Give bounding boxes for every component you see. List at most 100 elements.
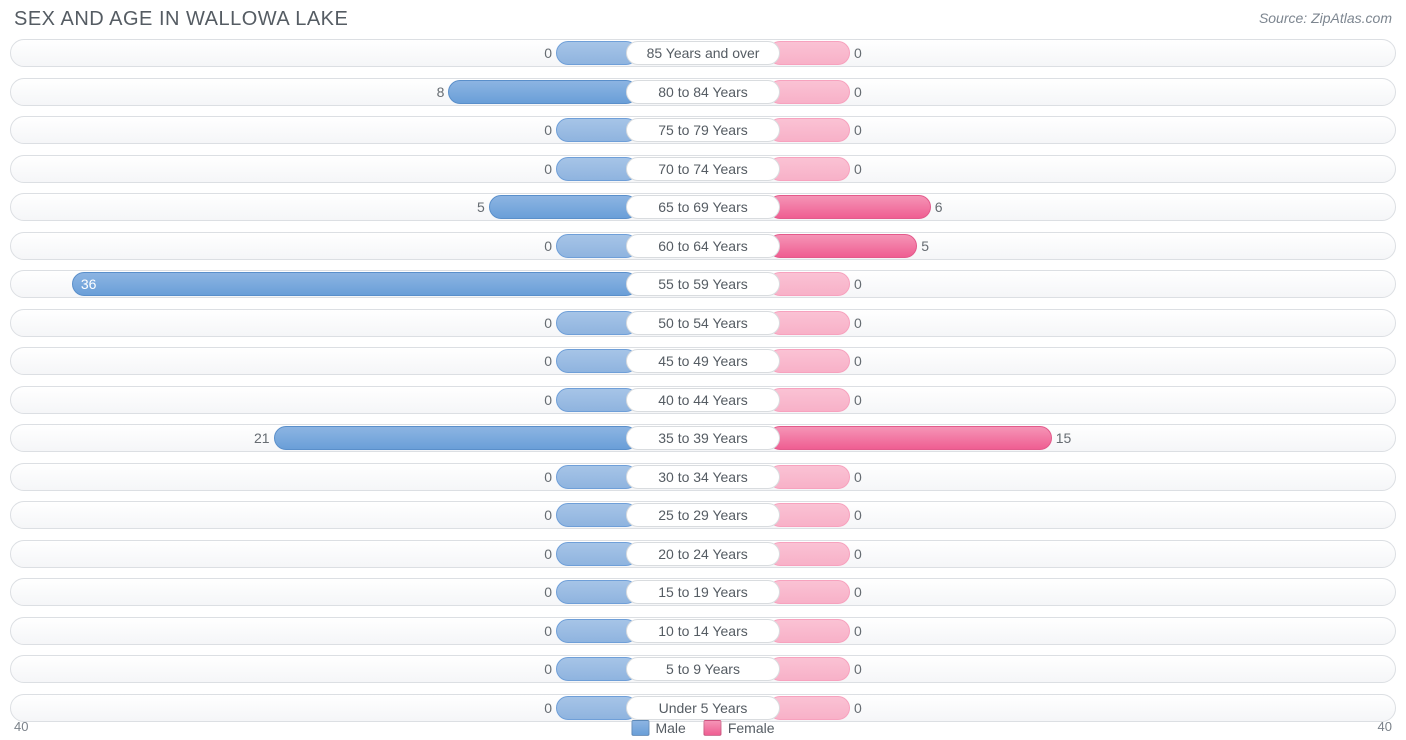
male-half: 0: [20, 311, 638, 335]
female-bar: [768, 118, 850, 142]
female-value: 0: [854, 161, 862, 177]
female-half: 15: [768, 426, 1386, 450]
female-bar: [768, 388, 850, 412]
male-bar: [489, 195, 638, 219]
female-value: 0: [854, 122, 862, 138]
age-group-label: 35 to 39 Years: [626, 426, 780, 450]
male-value: 0: [544, 469, 552, 485]
female-bar: [768, 657, 850, 681]
female-half: 0: [768, 503, 1386, 527]
female-value: 0: [854, 546, 862, 562]
age-group-label: 40 to 44 Years: [626, 388, 780, 412]
male-half: 5: [20, 195, 638, 219]
male-half: 0: [20, 118, 638, 142]
male-value: 8: [437, 84, 445, 100]
male-value: 0: [544, 353, 552, 369]
male-half: 0: [20, 503, 638, 527]
female-value: 0: [854, 84, 862, 100]
female-value: 0: [854, 507, 862, 523]
male-value: 21: [254, 430, 270, 446]
male-half: 0: [20, 465, 638, 489]
female-value: 0: [854, 315, 862, 331]
male-swatch-icon: [631, 720, 649, 736]
female-bar: [768, 696, 850, 720]
male-value: 0: [544, 392, 552, 408]
male-value: 5: [477, 199, 485, 215]
pyramid-row: 0045 to 49 Years: [10, 344, 1396, 378]
female-bar: [768, 157, 850, 181]
pyramid-row: 0015 to 19 Years: [10, 575, 1396, 609]
male-half: 0: [20, 619, 638, 643]
female-value: 0: [854, 45, 862, 61]
male-half: 21: [20, 426, 638, 450]
male-half: 0: [20, 388, 638, 412]
female-bar: [768, 41, 850, 65]
male-half: 0: [20, 41, 638, 65]
female-value: 0: [854, 584, 862, 600]
female-bar: [768, 580, 850, 604]
female-half: 0: [768, 118, 1386, 142]
chart-legend: Male Female: [631, 720, 774, 736]
legend-male: Male: [631, 720, 685, 736]
female-bar: [768, 349, 850, 373]
male-half: 0: [20, 349, 638, 373]
female-value: 0: [854, 392, 862, 408]
male-half: 8: [20, 80, 638, 104]
female-half: 0: [768, 41, 1386, 65]
female-half: 0: [768, 580, 1386, 604]
age-group-label: 60 to 64 Years: [626, 234, 780, 258]
female-value: 0: [854, 700, 862, 716]
female-half: 0: [768, 619, 1386, 643]
axis-max-right: 40: [1378, 719, 1392, 734]
female-half: 0: [768, 349, 1386, 373]
chart-title: SEX AND AGE IN WALLOWA LAKE: [14, 8, 348, 31]
pyramid-row: 0 0 Under 5 Years: [10, 691, 1396, 725]
pyramid-row: 0025 to 29 Years: [10, 498, 1396, 532]
female-value: 0: [854, 623, 862, 639]
female-value: 15: [1056, 430, 1072, 446]
female-half: 0: [768, 388, 1386, 412]
pyramid-row: 21 15 35 to 39 Years: [10, 421, 1396, 455]
pyramid-row: 0 0 20 to 24 Years: [10, 537, 1396, 571]
male-value: 0: [544, 584, 552, 600]
pyramid-row: 0085 Years and over: [10, 36, 1396, 70]
age-group-label: 5 to 9 Years: [626, 657, 780, 681]
population-pyramid-chart: SEX AND AGE IN WALLOWA LAKE Source: ZipA…: [0, 0, 1406, 740]
female-bar: [768, 272, 850, 296]
pyramid-row: 36055 to 59 Years: [10, 267, 1396, 301]
female-bar: [768, 465, 850, 489]
age-group-label: 20 to 24 Years: [626, 542, 780, 566]
female-half: 0: [768, 657, 1386, 681]
female-bar: [768, 311, 850, 335]
female-value: 6: [935, 199, 943, 215]
male-value: 0: [544, 700, 552, 716]
male-half: 36: [20, 272, 638, 296]
male-value: 0: [544, 661, 552, 677]
male-bar: 36: [72, 272, 638, 296]
female-value: 5: [921, 238, 929, 254]
chart-rows: 0085 Years and over8080 to 84 Years0075 …: [10, 36, 1396, 729]
female-half: 0: [768, 272, 1386, 296]
male-value: 0: [544, 238, 552, 254]
male-bar: [274, 426, 638, 450]
male-half: 0: [20, 157, 638, 181]
female-half: 5: [768, 234, 1386, 258]
age-group-label: 30 to 34 Years: [626, 465, 780, 489]
age-group-label: 10 to 14 Years: [626, 619, 780, 643]
pyramid-row: 0050 to 54 Years: [10, 306, 1396, 340]
male-value: 0: [544, 161, 552, 177]
male-value: 0: [544, 546, 552, 562]
age-group-label: Under 5 Years: [626, 696, 780, 720]
pyramid-row: 8080 to 84 Years: [10, 75, 1396, 109]
female-half: 0: [768, 696, 1386, 720]
male-half: 0: [20, 542, 638, 566]
pyramid-row: 0 0 10 to 14 Years: [10, 614, 1396, 648]
chart-source: Source: ZipAtlas.com: [1259, 10, 1392, 26]
legend-female: Female: [704, 720, 775, 736]
female-half: 0: [768, 80, 1386, 104]
age-group-label: 75 to 79 Years: [626, 118, 780, 142]
male-value: 0: [544, 623, 552, 639]
male-value: 36: [81, 276, 97, 292]
male-half: 0: [20, 580, 638, 604]
female-bar: [768, 619, 850, 643]
